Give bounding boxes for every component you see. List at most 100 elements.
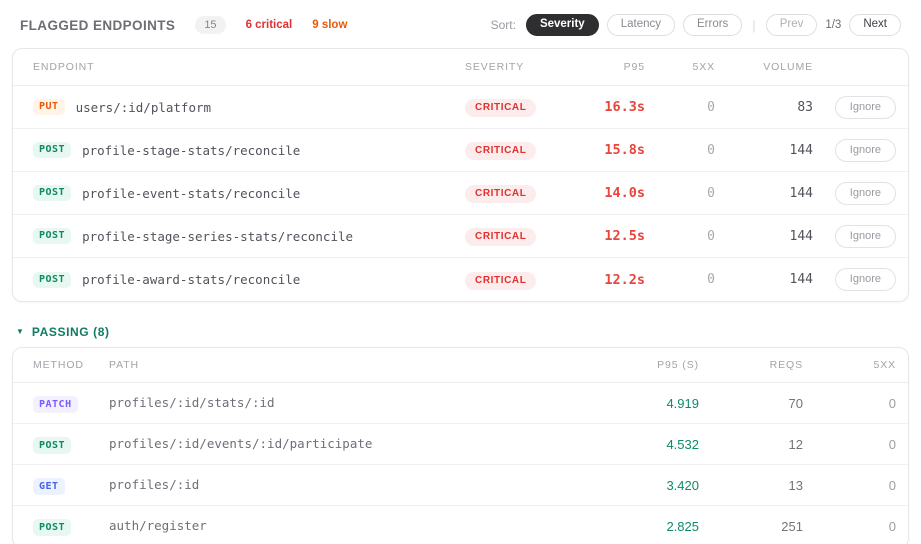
page-title: FLAGGED ENDPOINTS [20, 17, 176, 33]
p95-value: 3.420 [666, 477, 699, 493]
path-cell: auth/register [109, 517, 579, 535]
column-header-reqs: REQS [769, 359, 803, 371]
endpoint-path: profile-award-stats/reconcile [82, 272, 301, 287]
five-xx-value: 0 [888, 395, 896, 411]
sort-latency-button[interactable]: Latency [606, 14, 675, 36]
column-header-5xx: 5XX [873, 359, 896, 371]
reqs-value: 251 [781, 518, 803, 534]
method-cell: PATCH [33, 394, 109, 413]
method-badge: POST [33, 142, 72, 158]
divider: | [752, 17, 756, 33]
severity-cell: CRITICAL [465, 183, 585, 203]
table-row: POST auth/register 2.825 251 0 [13, 506, 908, 544]
table-row: POST profile-stage-stats/reconcile CRITICA… [13, 129, 908, 172]
severity-cell: CRITICAL [465, 97, 585, 117]
volume-value: 144 [789, 272, 813, 287]
severity-badge: CRITICAL [465, 142, 537, 160]
topbar: FLAGGED ENDPOINTS 15 6 critical 9 slow S… [12, 10, 909, 38]
endpoint-path: profile-event-stats/reconcile [82, 185, 301, 201]
prev-page-button[interactable]: Prev [765, 14, 818, 36]
topbar-summary: FLAGGED ENDPOINTS 15 6 critical 9 slow [20, 16, 347, 34]
five-xx-value: 0 [707, 185, 715, 201]
reqs-value: 12 [788, 436, 803, 452]
endpoint-path: profile-stage-stats/reconcile [82, 142, 301, 158]
five-xx-value: 0 [707, 272, 715, 287]
p95-value: 14.0s [604, 185, 645, 201]
p95-value: 12.5s [604, 228, 645, 244]
slow-count: 9 slow [312, 19, 348, 31]
five-xx-value: 0 [888, 518, 896, 534]
column-header-5xx: 5XX [692, 61, 715, 73]
total-count-badge: 15 [195, 16, 226, 34]
endpoint-path: profiles/:id/events/:id/participate [109, 436, 373, 451]
flagged-table-header: ENDPOINT SEVERITY P95 5XX VOLUME [13, 49, 908, 86]
table-row: POST profile-stage-series-stats/reconcile… [13, 215, 908, 258]
severity-cell: CRITICAL [465, 140, 585, 160]
reqs-value: 70 [788, 395, 803, 411]
reqs-value: 13 [788, 477, 803, 493]
p95-value: 16.3s [604, 99, 645, 115]
column-header-severity: SEVERITY [465, 61, 525, 73]
ignore-button[interactable]: Ignore [834, 224, 896, 248]
severity-cell: CRITICAL [465, 226, 585, 246]
ignore-button[interactable]: Ignore [834, 268, 896, 291]
severity-badge: CRITICAL [465, 228, 537, 246]
flagged-endpoints-card: ENDPOINT SEVERITY P95 5XX VOLUME PUT user… [12, 48, 909, 302]
p95-value: 15.8s [604, 142, 645, 158]
p95-value: 12.2s [604, 271, 645, 288]
action-cell: Ignore [813, 138, 896, 162]
endpoint-path: auth/register [109, 518, 207, 533]
endpoint-path: profile-stage-series-stats/reconcile [82, 228, 354, 244]
method-badge: PUT [33, 99, 65, 115]
chevron-down-icon: ▼ [16, 327, 24, 336]
method-badge: POST [33, 271, 72, 288]
column-header-p95: P95 [623, 61, 645, 73]
sort-errors-button[interactable]: Errors [682, 14, 743, 36]
method-badge: POST [33, 437, 72, 454]
ignore-button[interactable]: Ignore [834, 138, 896, 162]
table-row: PUT users/:id/platform CRITICAL 16.3s 0 83 Ign… [13, 86, 908, 129]
table-row: POST profile-event-stats/reconcile CRITICA… [13, 172, 908, 215]
method-cell: POST [33, 435, 109, 454]
flagged-table-body: PUT users/:id/platform CRITICAL 16.3s 0 83 Ign… [13, 86, 908, 301]
path-cell: profiles/:id/events/:id/participate [109, 435, 579, 453]
page-indicator: 1/3 [825, 19, 842, 31]
five-xx-value: 0 [707, 142, 715, 158]
p95-value: 4.532 [666, 436, 699, 452]
endpoint-cell: POST profile-award-stats/reconcile [33, 271, 465, 288]
method-badge: POST [33, 228, 72, 244]
column-header-p95s: P95 (S) [657, 359, 699, 371]
volume-value: 144 [789, 185, 813, 201]
passing-endpoints-card: METHOD PATH P95 (S) REQS 5XX PATCH profil… [12, 347, 909, 544]
severity-badge: CRITICAL [465, 271, 537, 290]
column-header-path: PATH [109, 359, 140, 371]
method-cell: GET [33, 476, 109, 495]
passing-table-body: PATCH profiles/:id/stats/:id 4.919 70 0 POST p… [13, 383, 908, 544]
endpoint-cell: POST profile-stage-stats/reconcile [33, 142, 465, 158]
path-cell: profiles/:id/stats/:id [109, 394, 579, 412]
critical-count: 6 critical [245, 19, 293, 31]
table-row: POST profile-award-stats/reconcile CRITICA… [13, 258, 908, 301]
sort-severity-button[interactable]: Severity [525, 14, 599, 36]
method-cell: POST [33, 517, 109, 536]
topbar-controls: Sort: Severity Latency Errors | Prev 1/3… [491, 14, 901, 36]
endpoint-cell: POST profile-stage-series-stats/reconcile [33, 228, 465, 244]
endpoint-path: profiles/:id/stats/:id [109, 395, 275, 410]
ignore-button[interactable]: Ignore [834, 181, 896, 205]
pager: Prev 1/3 Next [765, 14, 901, 36]
severity-badge: CRITICAL [465, 185, 537, 203]
passing-section-toggle[interactable]: ▼ PASSING (8) [16, 325, 909, 339]
method-badge: POST [33, 519, 72, 536]
endpoint-cell: POST profile-event-stats/reconcile [33, 185, 465, 201]
table-row: GET profiles/:id 3.420 13 0 [13, 465, 908, 506]
volume-value: 144 [789, 142, 813, 158]
ignore-button[interactable]: Ignore [834, 95, 896, 119]
passing-table-header: METHOD PATH P95 (S) REQS 5XX [13, 348, 908, 383]
next-page-button[interactable]: Next [849, 14, 901, 36]
method-badge: PATCH [33, 396, 78, 413]
severity-badge: CRITICAL [465, 99, 537, 117]
p95-value: 4.919 [666, 395, 699, 411]
action-cell: Ignore [813, 95, 896, 119]
method-badge: POST [33, 185, 72, 201]
action-cell: Ignore [813, 268, 896, 291]
